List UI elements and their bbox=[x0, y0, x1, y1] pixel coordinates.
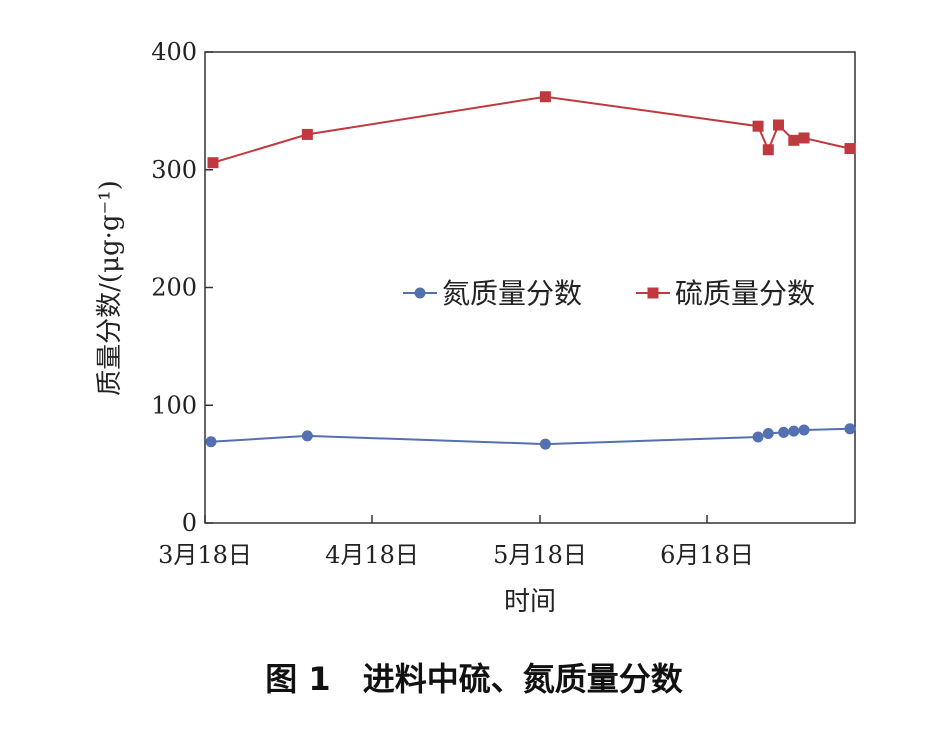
data-point bbox=[762, 428, 774, 440]
data-point bbox=[798, 424, 810, 436]
data-point bbox=[844, 423, 856, 435]
data-point bbox=[778, 426, 790, 438]
data-point bbox=[788, 425, 800, 437]
x-tick-label: 6月18日 bbox=[660, 541, 754, 569]
data-point bbox=[752, 120, 764, 132]
legend-label: 硫质量分数 bbox=[675, 277, 815, 310]
y-tick-label: 100 bbox=[151, 391, 197, 419]
x-tick-label: 3月18日 bbox=[158, 541, 252, 569]
legend: 氮质量分数 硫质量分数 bbox=[403, 277, 815, 310]
data-point bbox=[539, 438, 551, 450]
legend-marker bbox=[414, 287, 426, 299]
y-tick-label: 200 bbox=[151, 274, 197, 302]
x-tick-label: 5月18日 bbox=[493, 541, 587, 569]
legend-marker bbox=[647, 287, 659, 299]
data-point bbox=[301, 430, 313, 442]
data-point bbox=[844, 143, 856, 155]
data-point bbox=[301, 128, 313, 140]
series-layer bbox=[205, 91, 856, 450]
x-axis-ticks: 3月18日 4月18日 5月18日 6月18日 bbox=[158, 515, 754, 569]
data-point bbox=[205, 436, 217, 448]
data-point bbox=[752, 431, 764, 443]
x-axis-title: 时间 bbox=[504, 587, 556, 617]
y-axis-title: 质量分数/(μg·g⁻¹) bbox=[95, 180, 125, 396]
data-point bbox=[773, 119, 784, 131]
y-tick-label: 300 bbox=[151, 156, 197, 184]
y-tick-label: 400 bbox=[151, 38, 197, 66]
figure-caption: 图 1 进料中硫、氮质量分数 bbox=[265, 660, 683, 698]
data-point bbox=[762, 144, 774, 156]
x-tick-label: 4月18日 bbox=[325, 541, 419, 569]
data-point bbox=[207, 157, 219, 169]
y-tick-label: 0 bbox=[182, 509, 197, 537]
legend-label: 氮质量分数 bbox=[442, 277, 582, 310]
y-axis-ticks: 0 100 200 300 400 bbox=[151, 38, 213, 537]
data-point bbox=[539, 91, 551, 103]
data-point bbox=[798, 132, 810, 144]
data-point bbox=[788, 134, 800, 146]
